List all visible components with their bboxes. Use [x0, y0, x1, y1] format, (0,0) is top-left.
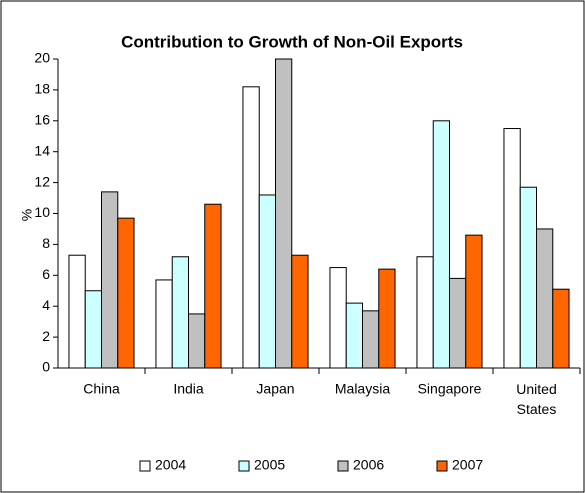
bar [242, 86, 260, 369]
y-tick-label: 10 [34, 204, 50, 220]
bar [329, 267, 347, 369]
bar [345, 302, 363, 369]
bar [465, 234, 483, 369]
y-tick-label: 8 [42, 235, 50, 251]
bar [275, 58, 293, 369]
y-tick-label: 2 [42, 328, 50, 344]
chart-title: Contribution to Growth of Non-Oil Export… [121, 32, 463, 51]
x-tick-label: Japan [256, 381, 294, 397]
bar [204, 203, 222, 369]
bar [84, 290, 103, 369]
x-tick-label: Malaysia [335, 381, 390, 397]
bar [432, 120, 450, 369]
bar [449, 277, 467, 369]
y-tick-label: 12 [34, 173, 50, 189]
y-tick-label: 18 [34, 81, 50, 97]
legend-label: 2005 [254, 457, 285, 473]
legend-swatch [238, 460, 250, 472]
bar [362, 310, 380, 369]
legend-swatch [139, 460, 151, 472]
bar [503, 128, 521, 369]
y-axis-label: % [19, 209, 35, 221]
x-tick-label: China [83, 381, 120, 397]
bar [552, 288, 570, 369]
bar [536, 228, 554, 369]
bar [188, 313, 206, 369]
y-tick-label: 0 [42, 359, 50, 375]
bar [101, 191, 119, 369]
x-tick-label: Singapore [418, 381, 482, 397]
y-tick-label: 6 [42, 266, 50, 282]
x-tick-label: India [173, 381, 204, 397]
y-tick-label: 16 [34, 112, 50, 128]
x-tick-label: United States [516, 381, 556, 417]
legend-swatch [436, 460, 448, 472]
bar [68, 254, 86, 369]
legend-label: 2006 [353, 457, 384, 473]
bar [155, 279, 173, 369]
legend-swatch [337, 460, 349, 472]
bar [378, 268, 396, 369]
bar [291, 254, 309, 369]
y-tick-label: 20 [34, 50, 50, 66]
bar [117, 217, 135, 369]
legend-label: 2004 [155, 457, 186, 473]
y-tick-label: 4 [42, 297, 50, 313]
bar [519, 186, 538, 369]
bar [416, 256, 434, 369]
bar [171, 256, 190, 369]
bar [258, 194, 276, 369]
legend-label: 2007 [452, 457, 483, 473]
y-tick-label: 14 [34, 142, 50, 158]
